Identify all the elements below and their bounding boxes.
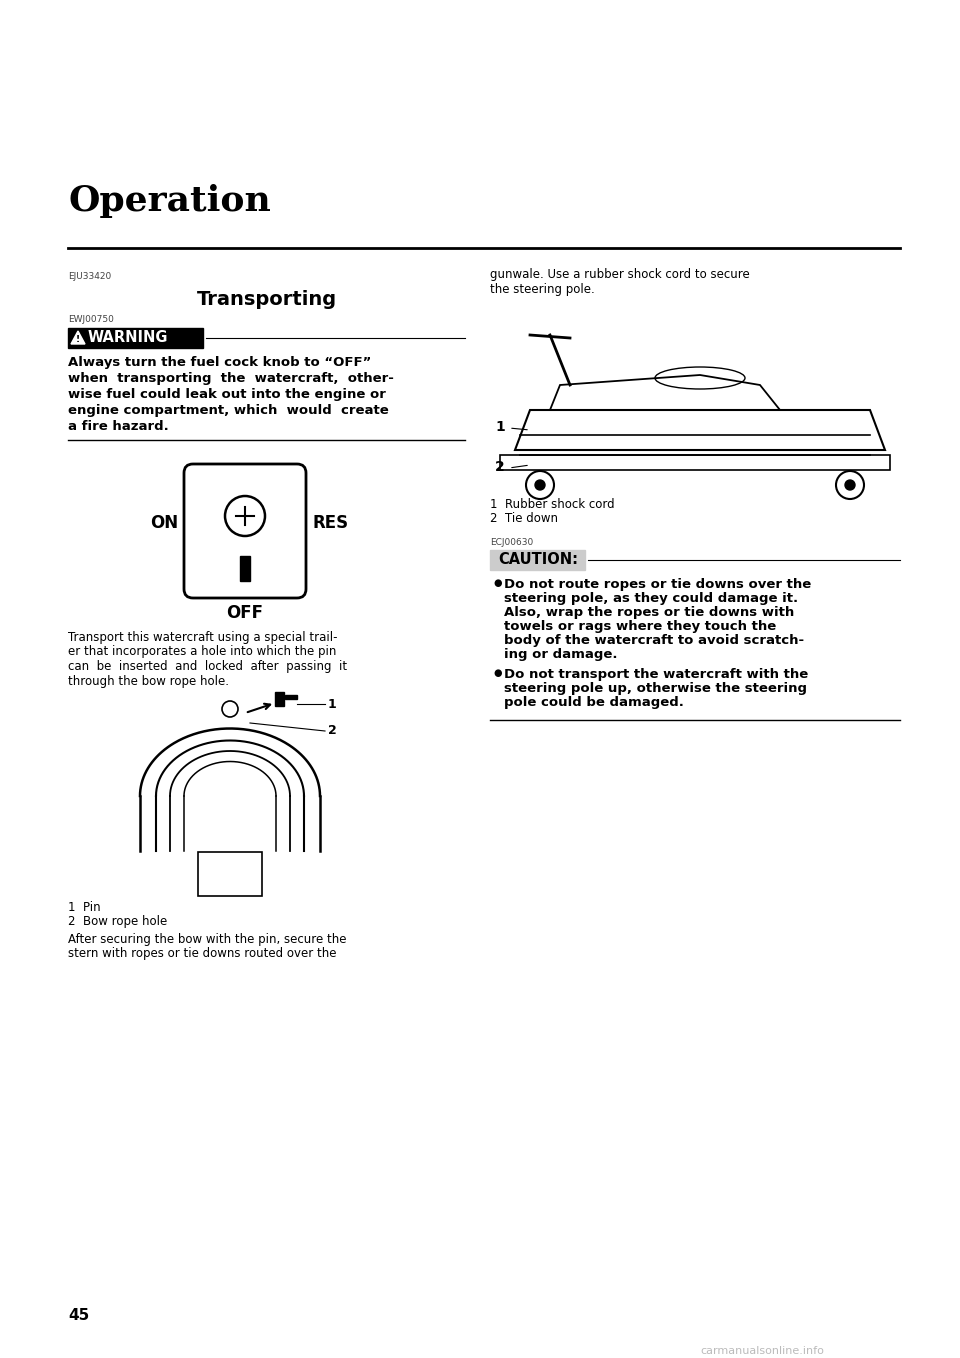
Text: stern with ropes or tie downs routed over the: stern with ropes or tie downs routed ove… bbox=[68, 948, 337, 960]
Text: 1: 1 bbox=[328, 698, 337, 710]
Bar bbox=[285, 695, 297, 699]
Text: er that incorporates a hole into which the pin: er that incorporates a hole into which t… bbox=[68, 645, 336, 659]
Text: steering pole up, otherwise the steering: steering pole up, otherwise the steering bbox=[504, 682, 807, 695]
Text: 45: 45 bbox=[68, 1308, 89, 1323]
Text: Do not route ropes or tie downs over the: Do not route ropes or tie downs over the bbox=[504, 579, 811, 591]
Text: Transport this watercraft using a special trail-: Transport this watercraft using a specia… bbox=[68, 631, 338, 644]
Text: OFF: OFF bbox=[227, 604, 263, 622]
Text: wise fuel could leak out into the engine or: wise fuel could leak out into the engine… bbox=[68, 388, 386, 401]
Text: WARNING: WARNING bbox=[88, 330, 169, 345]
Text: Do not transport the watercraft with the: Do not transport the watercraft with the bbox=[504, 668, 808, 680]
Text: 2: 2 bbox=[328, 725, 337, 737]
Text: EJU33420: EJU33420 bbox=[68, 272, 111, 281]
Text: pole could be damaged.: pole could be damaged. bbox=[504, 697, 684, 709]
Text: steering pole, as they could damage it.: steering pole, as they could damage it. bbox=[504, 592, 798, 606]
Bar bbox=[490, 550, 585, 570]
Bar bbox=[198, 851, 262, 896]
Text: 2  Bow rope hole: 2 Bow rope hole bbox=[68, 915, 167, 928]
Circle shape bbox=[535, 479, 545, 490]
Text: CAUTION:: CAUTION: bbox=[498, 551, 578, 566]
Bar bbox=[500, 455, 890, 470]
Bar bbox=[240, 555, 250, 581]
Text: 1  Pin: 1 Pin bbox=[68, 900, 101, 914]
Text: 1: 1 bbox=[495, 420, 505, 435]
Text: ing or damage.: ing or damage. bbox=[504, 648, 617, 661]
Circle shape bbox=[845, 479, 855, 490]
Text: RES: RES bbox=[312, 513, 348, 532]
Text: when  transporting  the  watercraft,  other-: when transporting the watercraft, other- bbox=[68, 372, 394, 386]
Text: Transporting: Transporting bbox=[197, 291, 337, 310]
Text: 2: 2 bbox=[495, 460, 505, 474]
Text: Operation: Operation bbox=[68, 183, 271, 219]
Text: body of the watercraft to avoid scratch-: body of the watercraft to avoid scratch- bbox=[504, 634, 804, 646]
Text: Also, wrap the ropes or tie downs with: Also, wrap the ropes or tie downs with bbox=[504, 606, 794, 619]
Text: towels or rags where they touch the: towels or rags where they touch the bbox=[504, 621, 777, 633]
Text: Always turn the fuel cock knob to “OFF”: Always turn the fuel cock knob to “OFF” bbox=[68, 356, 372, 369]
Text: ●: ● bbox=[493, 579, 501, 588]
Text: EWJ00750: EWJ00750 bbox=[68, 315, 114, 325]
Text: the steering pole.: the steering pole. bbox=[490, 282, 595, 296]
Text: through the bow rope hole.: through the bow rope hole. bbox=[68, 675, 229, 687]
Polygon shape bbox=[71, 331, 85, 344]
Bar bbox=[68, 329, 203, 348]
Text: engine compartment, which  would  create: engine compartment, which would create bbox=[68, 403, 389, 417]
Text: After securing the bow with the pin, secure the: After securing the bow with the pin, sec… bbox=[68, 933, 347, 947]
Text: 1  Rubber shock cord: 1 Rubber shock cord bbox=[490, 498, 614, 511]
Text: can  be  inserted  and  locked  after  passing  it: can be inserted and locked after passing… bbox=[68, 660, 348, 674]
Text: ON: ON bbox=[150, 513, 178, 532]
Text: ●: ● bbox=[493, 668, 501, 678]
Text: 2  Tie down: 2 Tie down bbox=[490, 512, 558, 526]
Text: gunwale. Use a rubber shock cord to secure: gunwale. Use a rubber shock cord to secu… bbox=[490, 268, 750, 281]
Text: carmanualsonline.info: carmanualsonline.info bbox=[700, 1346, 824, 1357]
Bar bbox=[275, 693, 284, 706]
Text: !: ! bbox=[76, 334, 80, 344]
Text: a fire hazard.: a fire hazard. bbox=[68, 420, 169, 433]
Text: ECJ00630: ECJ00630 bbox=[490, 538, 533, 547]
